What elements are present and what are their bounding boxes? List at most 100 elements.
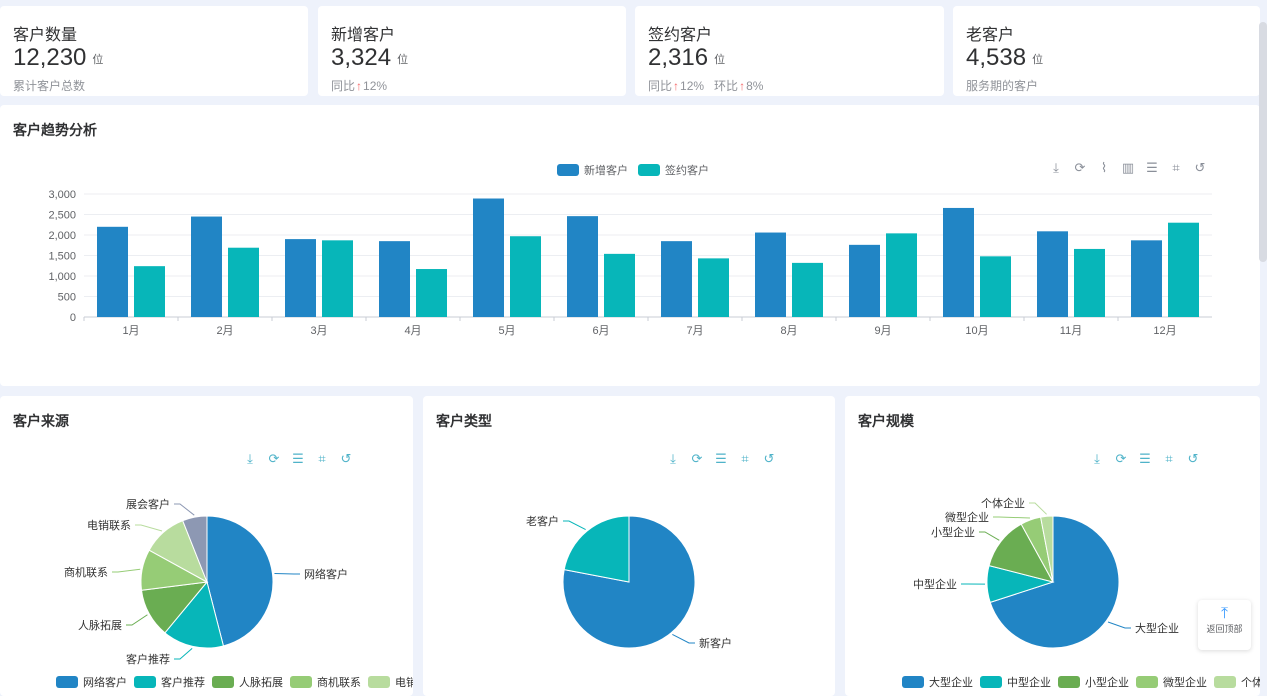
pie-label: 电销联系 (87, 518, 131, 532)
pie-label-line (135, 525, 162, 531)
pie-label: 商机联系 (64, 565, 108, 579)
bar-signed[interactable] (416, 269, 447, 317)
pie-label-line (174, 648, 192, 659)
stat-value: 2,316 位 (648, 44, 725, 72)
bar-signed[interactable] (1074, 249, 1105, 317)
mom-label: 环比 (714, 79, 738, 93)
yoy-value: 12% (680, 79, 704, 93)
legend-label: 个体企业 (1241, 675, 1260, 689)
stat-title: 客户数量 (13, 21, 77, 45)
stat-subtext: 服务期的客户 (966, 77, 1038, 94)
y-tick-label: 2,000 (48, 230, 76, 242)
legend-label: 微型企业 (1163, 675, 1207, 689)
legend-label: 小型企业 (1085, 675, 1129, 689)
bar-signed[interactable] (698, 258, 729, 317)
pie-label-line (993, 517, 1030, 518)
bar-signed[interactable] (322, 240, 353, 317)
pie-label: 微型企业 (945, 510, 989, 524)
pie-label-line (174, 504, 194, 515)
back-to-top-label: 返回顶部 (1206, 624, 1242, 634)
bar-signed[interactable] (886, 233, 917, 317)
pie-label: 大型企业 (1135, 621, 1179, 635)
y-tick-label: 2,500 (48, 210, 76, 222)
y-tick-label: 1,500 (48, 251, 76, 263)
back-to-top-button[interactable]: ⤒ 返回顶部 (1198, 600, 1251, 650)
bar-new[interactable] (285, 239, 316, 317)
stat-subtext: 同比↑12%环比↑8% (648, 77, 763, 94)
pie-label: 人脉拓展 (78, 618, 122, 632)
stat-unit: 位 (714, 54, 725, 66)
bar-signed[interactable] (980, 256, 1011, 317)
bar-new[interactable] (1131, 240, 1162, 317)
bar-signed[interactable] (510, 236, 541, 317)
stat-unit: 位 (1032, 54, 1043, 66)
bar-new[interactable] (755, 233, 786, 317)
legend-swatch (134, 676, 156, 688)
x-tick-label: 5月 (498, 325, 515, 337)
stat-number: 4,538 (966, 44, 1026, 71)
bar-signed[interactable] (134, 266, 165, 317)
stat-number: 2,316 (648, 44, 708, 71)
x-tick-label: 8月 (780, 325, 797, 337)
legend-label: 大型企业 (929, 675, 973, 689)
stat-number: 3,324 (331, 44, 391, 71)
bar-new[interactable] (567, 216, 598, 317)
legend-swatch (980, 676, 1002, 688)
legend-swatch (290, 676, 312, 688)
yoy-label: 同比 (331, 79, 355, 93)
pie-label: 老客户 (526, 514, 559, 528)
x-tick-label: 11月 (1060, 325, 1082, 337)
legend-swatch (56, 676, 78, 688)
y-tick-label: 500 (58, 292, 76, 304)
x-tick-label: 3月 (310, 325, 327, 337)
pie-label-line (979, 532, 999, 540)
x-tick-label: 12月 (1153, 325, 1176, 337)
bar-new[interactable] (1037, 231, 1068, 317)
stat-number: 12,230 (13, 44, 86, 71)
pie-label-line (112, 569, 140, 572)
stat-unit: 位 (397, 54, 408, 66)
page-scrollbar[interactable] (1259, 22, 1267, 262)
scale-pie-chart: 大型企业中型企业小型企业微型企业个体企业大型企业中型企业小型企业微型企业个体企业 (845, 396, 1260, 696)
pie-label-line (563, 521, 586, 530)
bar-new[interactable] (661, 241, 692, 317)
yoy-value: 12% (363, 79, 387, 93)
pie-label: 中型企业 (913, 577, 957, 591)
bar-signed[interactable] (228, 248, 259, 317)
x-tick-label: 2月 (216, 325, 233, 337)
bar-new[interactable] (473, 199, 504, 317)
bar-new[interactable] (191, 217, 222, 317)
bar-signed[interactable] (604, 254, 635, 317)
bar-new[interactable] (379, 241, 410, 317)
pie-label-line (1029, 503, 1047, 514)
pie-label-line (126, 615, 147, 625)
stat-title: 新增客户 (331, 21, 395, 45)
bar-signed[interactable] (792, 263, 823, 317)
y-tick-label: 3,000 (48, 189, 76, 201)
pie-label-line (274, 573, 300, 574)
bar-signed[interactable] (1168, 223, 1199, 317)
stat-subtext: 同比↑12% (331, 77, 387, 94)
x-tick-label: 10月 (965, 325, 988, 337)
legend-swatch (1136, 676, 1158, 688)
bar-new[interactable] (97, 227, 128, 317)
legend-swatch (212, 676, 234, 688)
legend-label: 人脉拓展 (239, 675, 283, 689)
stat-card-new: 新增客户 3,324 位 同比↑12% (318, 6, 626, 96)
pie-label-line (1108, 622, 1131, 628)
legend-label: 中型企业 (1007, 675, 1051, 689)
source-pie-chart: 网络客户客户推荐人脉拓展商机联系电销联系展会客户网络客户客户推荐人脉拓展商机联系… (0, 396, 413, 696)
scale-card: 客户规模 ⤓ ⟳ ☰ ⌗ ↺ 大型企业中型企业小型企业微型企业个体企业大型企业中… (845, 396, 1260, 696)
stat-title: 老客户 (966, 21, 1014, 45)
x-tick-label: 4月 (404, 325, 421, 337)
stat-title: 签约客户 (648, 21, 712, 45)
stat-subtext: 累计客户总数 (13, 77, 85, 94)
stat-card-old: 老客户 4,538 位 服务期的客户 (953, 6, 1260, 96)
pie-label: 网络客户 (304, 567, 348, 581)
bar-new[interactable] (849, 245, 880, 317)
legend-label: 电销联系 (395, 675, 413, 689)
bar-new[interactable] (943, 208, 974, 317)
